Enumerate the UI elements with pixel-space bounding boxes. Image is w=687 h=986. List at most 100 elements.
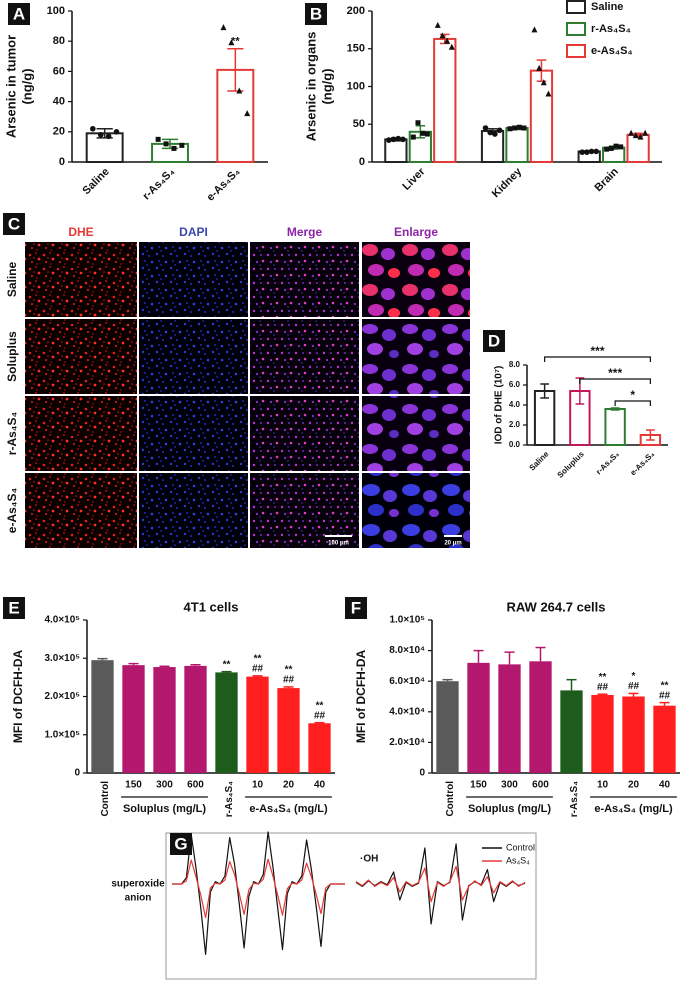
legend-swatch (566, 22, 586, 36)
significance-label: ## (597, 682, 609, 693)
panel-letter: F (351, 598, 361, 617)
y-tick-label: 60 (53, 65, 65, 77)
data-point (171, 145, 177, 151)
comparison-label: *** (608, 366, 622, 380)
spectrum-line (172, 831, 345, 955)
y-tick-label: 0 (74, 768, 80, 779)
panel-letter-box (305, 3, 327, 25)
x-tick-label: r-As₄S₄ (569, 781, 580, 817)
spectrum-line (172, 858, 345, 919)
panel-letter: G (174, 834, 187, 853)
data-point (236, 87, 243, 94)
y-tick-label: 2.0×10⁴ (389, 737, 425, 748)
x-tick-label: 40 (659, 780, 671, 791)
y-tick-label: 0 (59, 156, 65, 168)
significance-label: * (632, 671, 636, 682)
y-tick-label: 3.0×10⁵ (44, 653, 80, 664)
group-label: e-As₄S₄ (mg/L) (249, 803, 328, 815)
x-tick-label: 600 (187, 780, 204, 791)
panel-letter-box (3, 213, 25, 235)
scale-bar-label: 100 μm (328, 541, 349, 547)
group-label: e-As₄S₄ (mg/L) (594, 803, 673, 815)
significance-label: ## (252, 663, 264, 674)
y-tick-label: 2.0 (509, 420, 521, 429)
data-point (444, 37, 451, 44)
x-tick-label: 150 (125, 780, 142, 791)
data-point (496, 127, 503, 134)
y-tick-label: 40 (53, 96, 65, 108)
data-point (395, 135, 402, 142)
panel-letter: B (310, 4, 322, 23)
column-header: DAPI (179, 225, 208, 239)
bar (480, 130, 505, 163)
panel-letter: D (488, 331, 500, 350)
bar (85, 132, 124, 163)
data-point (155, 136, 161, 142)
column-header: DHE (68, 225, 93, 239)
panel-letter: E (8, 598, 19, 617)
x-tick-label: e-As₄S₄ (205, 166, 243, 204)
significance-label: ** (231, 36, 240, 48)
data-point (434, 21, 441, 28)
x-tick-label: r-As₄S₄ (141, 166, 178, 203)
y-tick-label: 0 (419, 768, 425, 779)
x-tick-label: Control (445, 781, 456, 817)
x-tick-label: 300 (501, 780, 518, 791)
data-point (386, 137, 392, 143)
y-tick-label: 8.0 (509, 360, 521, 369)
data-point (579, 149, 585, 155)
data-point (244, 110, 251, 117)
y-tick-label: 4.0×10⁴ (389, 706, 425, 717)
data-point (632, 132, 639, 139)
y-tick-label: 6.0×10⁴ (389, 676, 425, 687)
significance-label: ## (659, 690, 671, 701)
y-axis-label: IOD of DHE (10⁷) (494, 366, 505, 445)
micrograph (250, 396, 359, 471)
spectrum-label: anion (125, 893, 152, 904)
panel-letter-box (3, 597, 25, 619)
panel-letter-box (170, 833, 192, 855)
y-tick-label: 0 (359, 156, 365, 168)
data-point (390, 136, 397, 143)
x-tick-label: Soluplus (556, 449, 587, 480)
y-tick-label: 1.0×10⁵ (389, 615, 425, 626)
bar (639, 434, 662, 446)
significance-label: ** (661, 680, 669, 691)
data-point (642, 129, 649, 136)
panel-letter: A (13, 4, 25, 23)
y-tick-label: 4.0 (509, 400, 521, 409)
bar (153, 667, 176, 773)
data-point (113, 129, 120, 135)
data-point (628, 129, 635, 136)
significance-label: ** (599, 672, 607, 683)
x-tick-label: r-As₄S₄ (594, 449, 621, 476)
legend-label: Saline (591, 1, 623, 13)
micrograph (250, 319, 359, 394)
bar (433, 37, 457, 164)
micrograph (25, 396, 137, 471)
spectrum-line (355, 865, 526, 903)
x-tick-label: Liver (400, 165, 428, 193)
spectrum-label: ·OH (360, 854, 378, 865)
y-tick-label: 6.0 (509, 380, 521, 389)
significance-label: ** (254, 653, 262, 664)
y-tick-label: 100 (47, 5, 65, 17)
bar (604, 408, 626, 446)
data-point (540, 79, 547, 86)
comparison-bracket (544, 356, 651, 362)
x-tick-label: Kidney (490, 165, 525, 200)
group-label: Soluplus (mg/L) (123, 803, 206, 815)
y-tick-label: 150 (347, 43, 365, 55)
comparison-bracket (579, 378, 651, 384)
spectrum-label: superoxide (111, 879, 165, 890)
y-tick-label: 8.0×10⁴ (389, 645, 425, 656)
significance-label: ** (285, 665, 293, 676)
bar (277, 688, 300, 773)
bar (653, 705, 676, 773)
bar (622, 696, 645, 773)
bar (505, 127, 529, 163)
data-point (593, 148, 600, 155)
y-tick-label: 4.0×10⁵ (44, 615, 80, 626)
legend-label: Control (506, 842, 535, 852)
column-header: Merge (287, 225, 323, 239)
